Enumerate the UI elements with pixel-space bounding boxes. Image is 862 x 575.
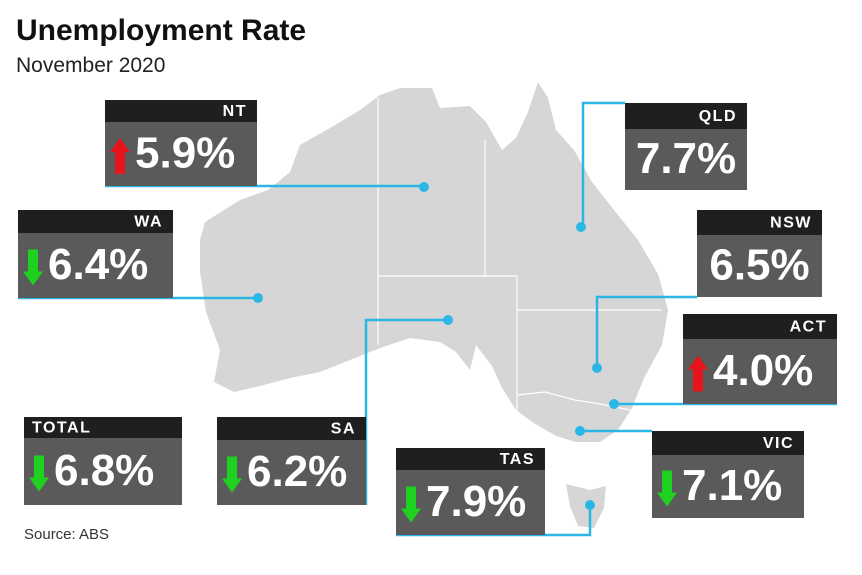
location-dot bbox=[585, 500, 595, 510]
region-card: SA 6.2% bbox=[217, 315, 453, 505]
card-body bbox=[105, 122, 257, 186]
leader-line bbox=[581, 101, 625, 227]
trend-down-arrow bbox=[401, 486, 421, 523]
region-card: TAS 7.9% bbox=[396, 448, 595, 537]
location-dot bbox=[575, 426, 585, 436]
trend-up-arrow bbox=[688, 355, 708, 392]
region-card: ACT 4.0% bbox=[609, 314, 837, 409]
rate-value: 7.7% bbox=[636, 134, 736, 183]
card-body bbox=[697, 235, 822, 297]
trend-down-arrow bbox=[23, 249, 43, 286]
region-name: NT bbox=[223, 103, 247, 120]
location-dot bbox=[609, 399, 619, 409]
subtitle: November 2020 bbox=[16, 54, 165, 77]
card-header bbox=[217, 417, 366, 440]
trend-up-arrow bbox=[110, 138, 130, 174]
card-header bbox=[24, 417, 182, 438]
card-header bbox=[683, 314, 837, 339]
card-body bbox=[683, 339, 837, 404]
card-body bbox=[24, 438, 182, 505]
card-body bbox=[18, 233, 173, 298]
region-name: ACT bbox=[790, 319, 827, 336]
card-header bbox=[652, 431, 804, 455]
trend-down-arrow bbox=[657, 470, 677, 507]
region-card: VIC 7.1% bbox=[575, 426, 804, 518]
region-name: WA bbox=[134, 214, 163, 231]
region-card: WA 6.4% bbox=[18, 210, 263, 303]
card-header bbox=[18, 210, 173, 233]
region-card: QLD 7.7% bbox=[576, 101, 747, 232]
card-body bbox=[396, 470, 545, 535]
mainland bbox=[200, 82, 668, 442]
trend-down-arrow bbox=[29, 455, 49, 492]
rate-value: 4.0% bbox=[713, 346, 813, 395]
rate-value: 6.8% bbox=[54, 446, 154, 495]
card-header bbox=[396, 448, 545, 470]
leader-line bbox=[595, 295, 697, 368]
region-name: TOTAL bbox=[32, 420, 91, 437]
map bbox=[200, 82, 668, 528]
location-dot bbox=[419, 182, 429, 192]
card-header bbox=[105, 100, 257, 122]
card-header bbox=[625, 103, 747, 129]
region-card: NT 5.9% bbox=[105, 100, 429, 192]
state-borders bbox=[377, 98, 662, 420]
region-name: NSW bbox=[770, 215, 812, 232]
region-name: SA bbox=[331, 421, 356, 438]
location-dot bbox=[576, 222, 586, 232]
rate-value: 7.1% bbox=[682, 461, 782, 510]
rate-value: 6.2% bbox=[247, 447, 347, 496]
card-body bbox=[625, 129, 747, 190]
card-body bbox=[652, 455, 804, 518]
region-name: QLD bbox=[699, 108, 737, 125]
location-dot bbox=[592, 363, 602, 373]
card-header bbox=[697, 210, 822, 235]
rate-value: 5.9% bbox=[135, 129, 235, 178]
location-dot bbox=[443, 315, 453, 325]
location-dot bbox=[253, 293, 263, 303]
source: Source: ABS bbox=[24, 526, 109, 543]
region-card: TOTAL 6.8% bbox=[24, 417, 182, 505]
title: Unemployment Rate bbox=[16, 14, 306, 47]
rate-value: 7.9% bbox=[426, 477, 526, 526]
region-card: NSW 6.5% bbox=[592, 210, 822, 373]
rate-value: 6.4% bbox=[48, 240, 148, 289]
trend-down-arrow bbox=[222, 456, 242, 493]
region-name: TAS bbox=[500, 451, 535, 468]
card-body bbox=[217, 440, 366, 505]
region-name: VIC bbox=[763, 435, 794, 452]
rate-value: 6.5% bbox=[709, 241, 809, 290]
